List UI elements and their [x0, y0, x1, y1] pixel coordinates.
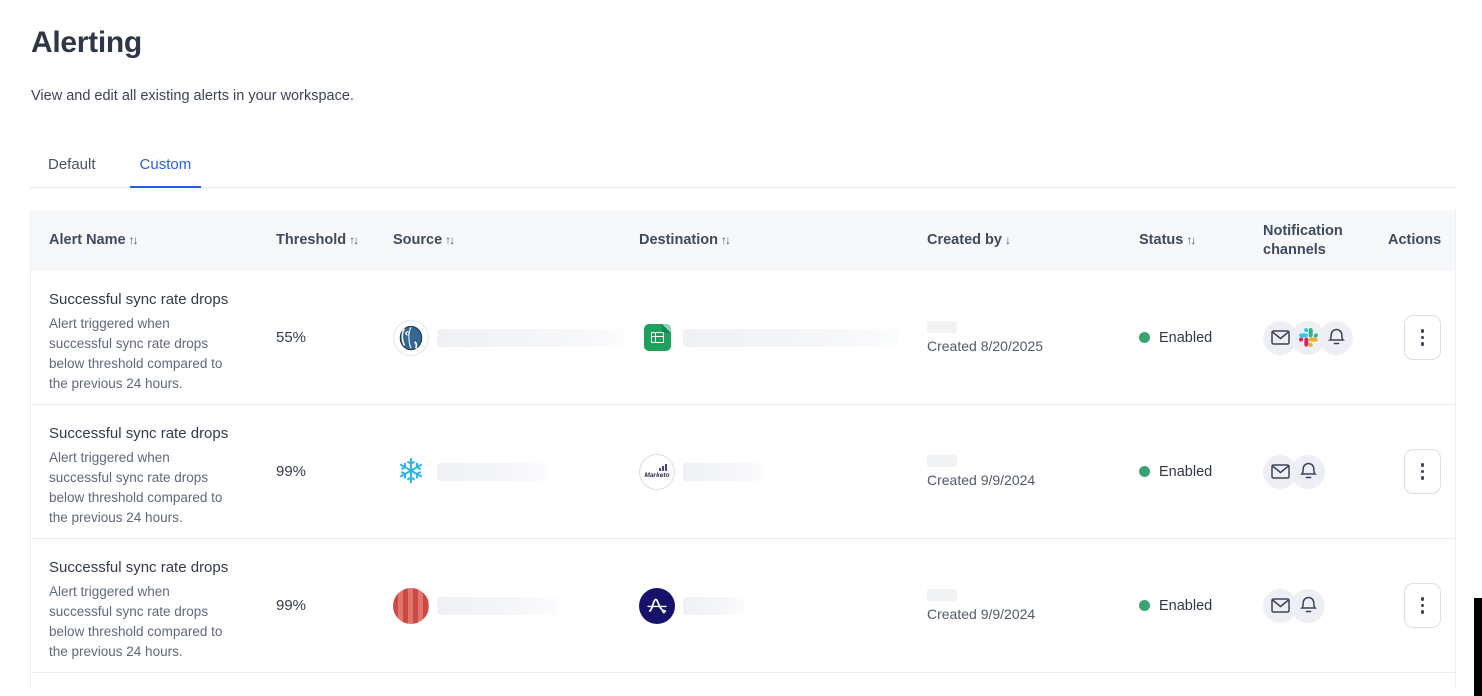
column-header-source[interactable]: Source ↑↓	[393, 232, 455, 248]
status-cell: Enabled	[1139, 598, 1263, 614]
table-row: Successful sync rate drops Alert trigger…	[31, 539, 1455, 673]
sort-icon[interactable]: ↑↓	[445, 233, 455, 247]
notification-channels-cell	[1263, 454, 1388, 489]
table-row: Successful sync rate drops Alert trigger…	[31, 405, 1455, 539]
google-sheets-icon	[639, 320, 675, 356]
bell-channel-icon	[1319, 320, 1353, 355]
destination-name-redacted	[683, 328, 898, 347]
created-by-name-redacted	[927, 321, 957, 333]
tab-custom[interactable]: Custom	[129, 148, 202, 188]
table-header-row: Alert Name ↑↓ Threshold ↑↓ Source ↑↓ Destin…	[31, 210, 1455, 271]
sort-icon[interactable]: ↑↓	[349, 233, 359, 247]
source-cell	[393, 319, 639, 356]
threshold-value: 55%	[276, 329, 307, 346]
alert-description: Alert triggered when successful sync rat…	[49, 450, 223, 525]
created-date: Created 9/9/2024	[927, 606, 1036, 622]
status-dot	[1139, 466, 1150, 477]
page-header: Alerting View and edit all existing aler…	[0, 0, 1482, 104]
alert-name-cell: Successful sync rate drops Alert trigger…	[31, 405, 276, 528]
sort-icon[interactable]: ↑↓	[128, 233, 139, 247]
created-by-cell: Created 9/9/2024	[927, 589, 1139, 622]
alert-name-cell: Successful sync rate drops Alert trigger…	[31, 271, 276, 394]
table-row-partial	[31, 673, 1455, 687]
status-dot	[1139, 332, 1150, 343]
kebab-menu-icon	[1420, 329, 1425, 346]
actions-cell	[1388, 315, 1457, 360]
alert-description: Alert triggered when successful sync rat…	[49, 316, 223, 391]
destination-cell: Marketo	[639, 453, 927, 490]
bell-channel-icon	[1291, 454, 1325, 489]
actions-cell	[1388, 449, 1457, 494]
actions-cell	[1388, 583, 1457, 628]
created-by-name-redacted	[927, 589, 957, 601]
kebab-menu-icon	[1420, 463, 1425, 480]
column-header-notification-channels: Notification channels	[1263, 222, 1343, 258]
alert-name-cell: Successful sync rate drops Alert trigger…	[31, 539, 276, 662]
alert-name: Successful sync rate drops	[49, 291, 229, 308]
source-cell	[393, 587, 639, 624]
destination-name-redacted	[683, 596, 745, 615]
alerts-table: Alert Name ↑↓ Threshold ↑↓ Source ↑↓ Destin…	[30, 210, 1456, 687]
tab-default[interactable]: Default	[48, 156, 96, 173]
created-by-cell: Created 8/20/2025	[927, 321, 1139, 354]
row-actions-button[interactable]	[1404, 315, 1441, 360]
destination-cell	[639, 320, 927, 356]
column-header-threshold[interactable]: Threshold ↑↓	[276, 232, 359, 248]
threshold-value: 99%	[276, 597, 307, 614]
row-actions-button[interactable]	[1404, 449, 1441, 494]
threshold-value: 99%	[276, 463, 307, 480]
status-label: Enabled	[1159, 329, 1213, 346]
bell-channel-icon	[1291, 588, 1325, 623]
amplitude-icon	[639, 587, 675, 624]
marketo-icon: Marketo	[639, 453, 675, 490]
column-header-created-by[interactable]: Created by ↓	[927, 232, 1011, 248]
red-striped-database-icon	[393, 587, 429, 624]
sort-icon[interactable]: ↓	[1004, 233, 1011, 247]
snowflake-icon: ❄	[396, 452, 426, 491]
alert-name: Successful sync rate drops	[49, 425, 229, 442]
status-dot	[1139, 600, 1150, 611]
status-label: Enabled	[1159, 597, 1213, 614]
status-cell: Enabled	[1139, 330, 1263, 346]
status-cell: Enabled	[1139, 464, 1263, 480]
destination-cell	[639, 587, 927, 624]
sort-icon[interactable]: ↑↓	[720, 233, 731, 247]
column-header-alert-name[interactable]: Alert Name ↑↓	[49, 232, 139, 248]
created-by-name-redacted	[927, 455, 957, 467]
kebab-menu-icon	[1420, 597, 1425, 614]
created-date: Created 9/9/2024	[927, 472, 1036, 488]
created-date: Created 8/20/2025	[927, 338, 1043, 354]
tab-bar: Default Custom	[30, 148, 1456, 188]
postgresql-icon	[393, 319, 429, 356]
source-name-redacted	[437, 328, 625, 347]
alert-description: Alert triggered when successful sync rat…	[49, 584, 223, 659]
notification-channels-cell	[1263, 320, 1388, 355]
source-cell: ❄	[393, 454, 639, 490]
status-label: Enabled	[1159, 463, 1213, 480]
sort-icon[interactable]: ↑↓	[1186, 233, 1196, 247]
created-by-cell: Created 9/9/2024	[927, 455, 1139, 488]
destination-name-redacted	[683, 462, 765, 481]
column-header-destination[interactable]: Destination ↑↓	[639, 232, 731, 248]
page-subtitle: View and edit all existing alerts in you…	[31, 88, 354, 104]
screen-edge-artifact	[1474, 598, 1482, 696]
column-header-status[interactable]: Status ↑↓	[1139, 232, 1196, 248]
table-row: Successful sync rate drops Alert trigger…	[31, 271, 1455, 405]
alert-name: Successful sync rate drops	[49, 559, 229, 576]
source-name-redacted	[437, 462, 549, 481]
notification-channels-cell	[1263, 588, 1388, 623]
page-title: Alerting	[31, 26, 142, 59]
row-actions-button[interactable]	[1404, 583, 1441, 628]
column-header-actions: Actions	[1388, 232, 1442, 248]
source-name-redacted	[437, 596, 559, 615]
